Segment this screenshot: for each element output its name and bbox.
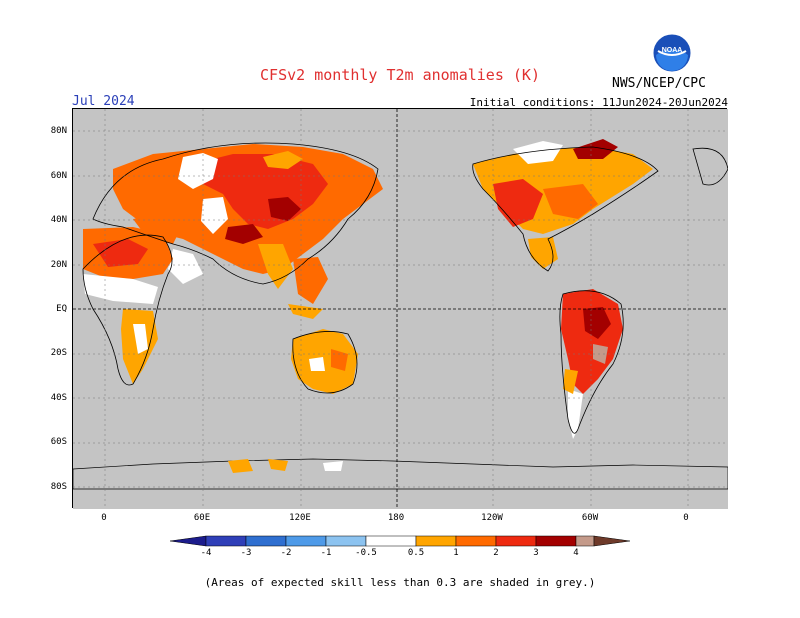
lat-label-40s: 40S — [50, 393, 67, 403]
lon-label-0: 0 — [101, 513, 107, 523]
north-america-anomalies — [473, 139, 653, 269]
antarctica — [72, 458, 729, 490]
legend-swatch-gt-4 — [575, 535, 595, 547]
legend-label: -4 — [200, 548, 212, 558]
lat-label-80n: 80N — [50, 126, 67, 136]
legend-swatch-05-1 — [415, 535, 457, 547]
legend-swatch-2-3 — [495, 535, 537, 547]
legend-label: -0.5 — [355, 548, 377, 558]
agency-label: NWS/NCEP/CPC — [612, 76, 706, 91]
africa-anomalies — [83, 227, 173, 384]
south-america-anomalies — [561, 289, 623, 439]
lon-label-60e: 60E — [193, 513, 211, 523]
lat-label-80s: 80S — [50, 482, 67, 492]
forecast-month: Jul 2024 — [72, 94, 135, 109]
chart-title: CFSv2 monthly T2m anomalies (K) — [260, 66, 540, 84]
south-asia-anomalies — [258, 244, 328, 319]
legend-label: -3 — [240, 548, 252, 558]
legend-label: 0.5 — [407, 548, 425, 558]
lat-label-60n: 60N — [50, 171, 67, 181]
legend-label: 4 — [573, 548, 579, 558]
legend-swatch-gt-5 — [593, 535, 630, 547]
eurasia-anomalies — [113, 144, 383, 284]
lat-label-20n: 20N — [50, 260, 67, 270]
lon-label-180: 180 — [387, 513, 405, 523]
lon-label-120e: 120E — [289, 513, 311, 523]
lon-label-120w: 120W — [481, 513, 503, 523]
legend-swatch-1-05 — [325, 535, 367, 547]
lat-label-40n: 40N — [50, 215, 67, 225]
lon-label-60w: 60W — [581, 513, 599, 523]
legend-swatch-1-2 — [455, 535, 497, 547]
skill-footnote: (Areas of expected skill less than 0.3 a… — [204, 576, 596, 589]
legend-label: -1 — [320, 548, 332, 558]
legend-label: 2 — [493, 548, 499, 558]
anomaly-map — [72, 108, 729, 509]
lat-label-20s: 20S — [50, 348, 67, 358]
legend-label: 1 — [453, 548, 459, 558]
svg-text:NOAA: NOAA — [662, 47, 683, 54]
color-legend — [170, 535, 630, 547]
map-canvas — [72, 109, 729, 509]
legend-label: -2 — [280, 548, 292, 558]
legend-swatch-3-2 — [245, 535, 287, 547]
legend-swatch-3-4 — [535, 535, 577, 547]
legend-swatch-neutral — [365, 535, 417, 547]
legend-swatch-2-1 — [285, 535, 327, 547]
legend-label: 3 — [533, 548, 539, 558]
lat-label-eq: EQ — [56, 304, 67, 314]
noaa-logo: NOAA — [652, 33, 692, 73]
legend-swatch-lt-4 — [170, 535, 207, 547]
lon-label-0-right: 0 — [683, 513, 689, 523]
coastlines — [82, 142, 729, 434]
equator-dateline — [73, 109, 728, 509]
lat-label-60s: 60S — [50, 437, 67, 447]
australia-anomalies — [291, 329, 358, 394]
legend-swatch-4-3 — [205, 535, 247, 547]
initial-conditions: Initial conditions: 11Jun2024-20Jun2024 — [469, 96, 728, 109]
